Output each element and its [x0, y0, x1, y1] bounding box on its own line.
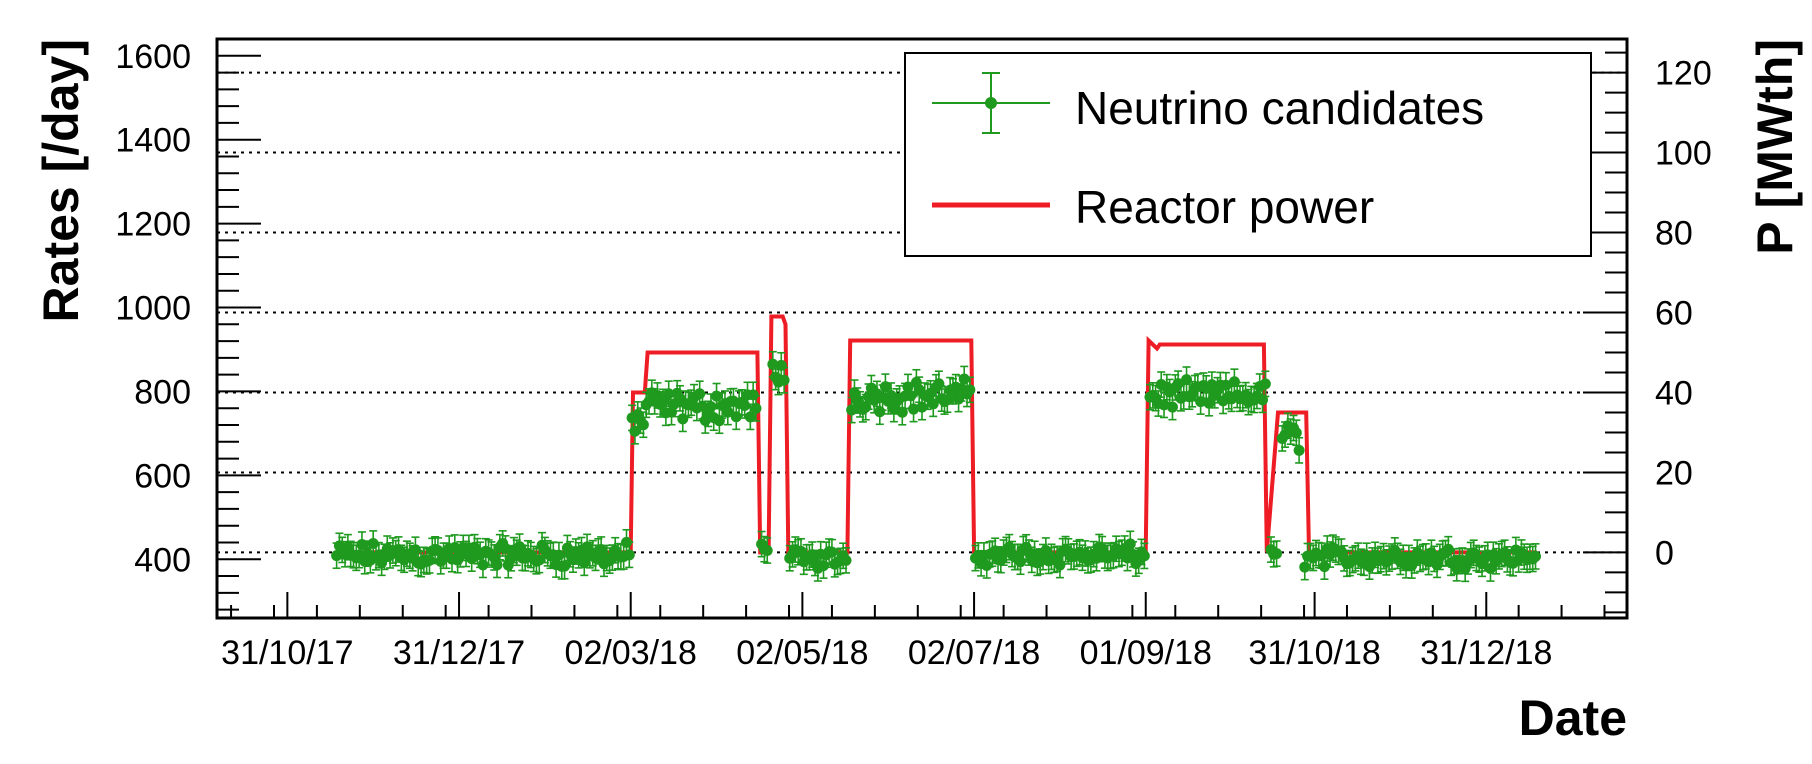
neutrino-point: [1138, 550, 1150, 562]
y-right-tick-label: 120: [1655, 55, 1712, 93]
x-tick-label: 31/10/18: [1248, 634, 1380, 672]
neutrino-point: [916, 401, 928, 413]
y-left-tick-label: 600: [134, 457, 191, 495]
neutrino-point: [739, 399, 751, 411]
neutrino-point: [927, 398, 939, 410]
neutrino-point: [637, 419, 649, 431]
axes-layer: 400 600 800 1000 1200 1400 1600 0 20 40 60 80 100 120…: [115, 38, 1711, 672]
neutrino-point: [367, 537, 379, 549]
plot-frame: [215, 37, 1629, 620]
neutrino-point: [1124, 538, 1136, 550]
neutrino-point: [1166, 401, 1178, 413]
y-left-tick-label: 800: [134, 373, 191, 411]
legend-reactor-label: Reactor power: [1075, 181, 1374, 233]
y-left-tick-label: 1200: [115, 206, 191, 244]
neutrino-point: [747, 389, 759, 401]
y-right-tick-label: 60: [1655, 295, 1693, 333]
x-tick-label: 02/03/18: [565, 634, 697, 672]
neutrino-point: [1293, 444, 1305, 456]
legend-neutrino-marker-dot: [985, 97, 997, 109]
neutrino-point: [896, 406, 908, 418]
neutrino-point: [874, 406, 886, 418]
neutrino-point: [840, 554, 852, 566]
neutrino-point: [1318, 561, 1330, 573]
x-tick-label: 01/09/18: [1080, 634, 1212, 672]
y-axis-left-title: Rates [/day]: [33, 39, 89, 322]
y-left-tick-label: 1400: [115, 122, 191, 160]
y-right-tick-label: 20: [1655, 454, 1693, 492]
neutrino-point: [778, 374, 790, 386]
neutrino-point: [553, 549, 565, 561]
neutrino-point: [964, 384, 976, 396]
neutrino-point: [817, 560, 829, 572]
x-tick-label: 02/07/18: [908, 634, 1040, 672]
neutrino-point: [491, 559, 503, 571]
y-left-tick-label: 1600: [115, 38, 191, 76]
neutrino-point: [775, 359, 787, 371]
x-axis-title: Date: [1519, 690, 1627, 746]
reactor-power-line: [335, 314, 1537, 555]
neutrino-point: [1203, 397, 1215, 409]
y-left-tick-label: 400: [134, 541, 191, 579]
neutrino-point: [1158, 399, 1170, 411]
neutrino-point: [958, 373, 970, 385]
legend: Neutrino candidates Reactor power: [904, 52, 1592, 257]
neutrino-point: [933, 378, 945, 390]
neutrino-point: [1299, 561, 1311, 573]
neutrino-point: [908, 403, 920, 415]
y-right-tick-label: 40: [1655, 374, 1693, 412]
neutrino-point: [860, 401, 872, 413]
x-tick-label: 02/05/18: [736, 634, 868, 672]
neutrino-point: [750, 402, 762, 414]
legend-neutrino-label: Neutrino candidates: [1075, 82, 1484, 134]
neutrino-point: [705, 401, 717, 413]
neutrino-point: [744, 411, 756, 423]
y-left-tick-label: 1000: [115, 290, 191, 328]
neutrino-point: [761, 545, 773, 557]
series-layer: [331, 314, 1542, 583]
neutrino-point: [677, 413, 689, 425]
y-right-tick-label: 100: [1655, 135, 1712, 173]
neutrino-point: [1271, 548, 1283, 560]
neutrino-point: [623, 549, 635, 561]
neutrino-point: [1259, 378, 1271, 390]
neutrino-point: [1530, 550, 1542, 562]
y-right-tick-label: 80: [1655, 215, 1693, 253]
neutrino-point: [559, 560, 571, 572]
x-tick-label: 31/10/17: [221, 634, 353, 672]
x-tick-label: 31/12/17: [393, 634, 525, 672]
x-tick-label: 31/12/18: [1420, 634, 1552, 672]
y-right-tick-label: 0: [1655, 534, 1674, 572]
y-axis-right-title: P [MWth]: [1747, 39, 1803, 255]
neutrino-point: [1290, 427, 1302, 439]
legend-box: [904, 52, 1592, 257]
